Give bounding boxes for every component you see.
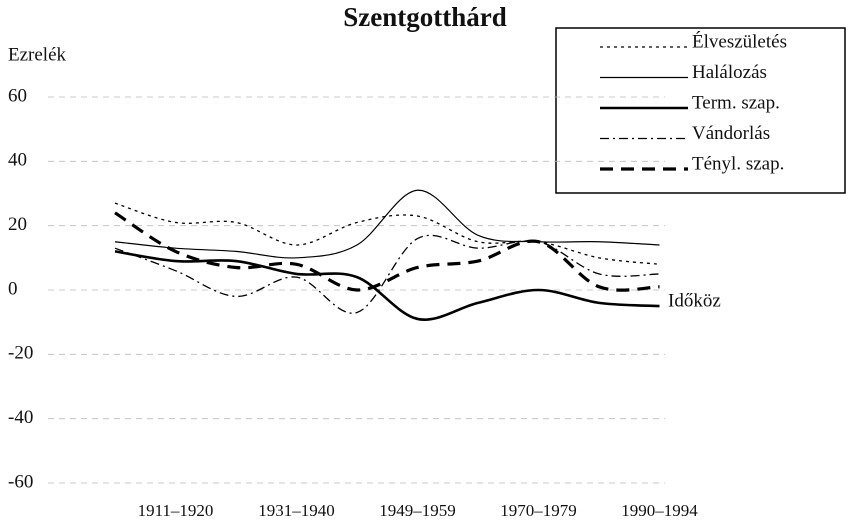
y-tick-label: 0 [8,278,18,299]
y-tick-label: 60 [8,85,27,106]
y-tick-label: -60 [8,471,33,492]
legend-label: Vándorlás [692,123,770,144]
x-tick-label: 1949–1959 [379,501,456,520]
y-tick-label: -20 [8,343,33,364]
series-line [114,234,660,314]
y-tick-label: -40 [8,407,33,428]
series-line [114,189,660,259]
y-tick-label: 20 [8,214,27,235]
y-tick-label: 40 [8,150,27,171]
chart-title: Szentgotthárd [343,2,507,32]
series-line [114,202,660,265]
series-line [114,250,660,321]
legend-box [555,27,846,194]
x-tick-label: 1911–1920 [138,501,214,520]
legend-label: Tényl. szap. [692,153,784,174]
x-tick-label: 1970–1979 [500,501,577,520]
legend-label: Élveszületés [692,30,787,52]
series-line [114,211,660,292]
x-tick-label: 1990–1994 [621,501,698,520]
legend-label: Term. szap. [692,92,780,113]
x-tick-label: 1931–1940 [258,501,335,520]
x-axis-label: Időköz [668,290,721,311]
legend-label: Halálozás [692,62,767,83]
y-axis-label: Ezrelék [8,44,67,65]
